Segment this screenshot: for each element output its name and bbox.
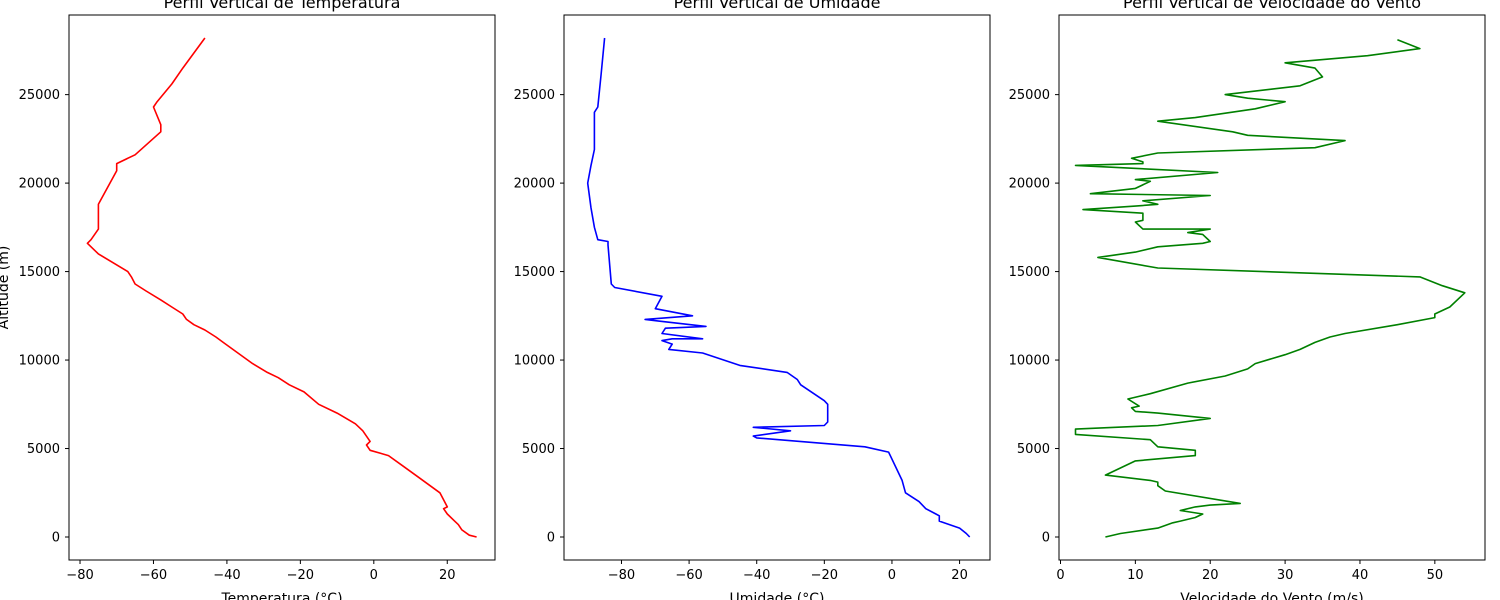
panel-1: −80 −60 −40 −20 0 20 0 5000 10000 15000 20000 25000… bbox=[0, 0, 496, 600]
x-tick-label: 20 bbox=[439, 568, 456, 583]
panel-title: Perfil Vertical de Umidade bbox=[674, 0, 881, 12]
x-tick-label: 40 bbox=[1352, 568, 1369, 583]
y-tick-label: 15000 bbox=[1009, 265, 1050, 280]
y-tick-label: 10000 bbox=[514, 354, 555, 369]
y-tick-label: 10000 bbox=[19, 354, 60, 369]
y-tick-label: 20000 bbox=[1009, 177, 1050, 192]
x-axis-label: Temperatura (°C) bbox=[220, 591, 342, 600]
y-tick-label: 25000 bbox=[1009, 88, 1050, 103]
y-tick-label: 5000 bbox=[27, 442, 60, 457]
y-tick-label: 25000 bbox=[514, 88, 555, 103]
x-axis-label: Velocidade do Vento (m/s) bbox=[1180, 591, 1364, 600]
axes-frame bbox=[68, 14, 496, 561]
x-tick-label: 0 bbox=[888, 568, 896, 583]
series-line-3 bbox=[1074, 39, 1466, 538]
y-tick-label: 0 bbox=[547, 530, 555, 545]
y-tick-label: 15000 bbox=[514, 265, 555, 280]
x-tick-label: −40 bbox=[213, 568, 240, 583]
series-line-1 bbox=[86, 37, 477, 538]
y-tick-label: 10000 bbox=[1009, 354, 1050, 369]
x-tick-label: −80 bbox=[66, 568, 93, 583]
x-tick-label: 20 bbox=[951, 568, 968, 583]
y-tick-label: 15000 bbox=[19, 265, 60, 280]
series-line-2 bbox=[586, 37, 971, 538]
axes-frame bbox=[1058, 14, 1486, 561]
x-tick-label: −40 bbox=[743, 568, 770, 583]
y-tick-label: 5000 bbox=[1017, 442, 1050, 457]
x-tick-label: 30 bbox=[1277, 568, 1294, 583]
x-tick-label: −60 bbox=[140, 568, 167, 583]
y-axis-label: Altitude (m) bbox=[0, 246, 12, 330]
panel-title: Perfil Vertical de Velocidade do Vento bbox=[1123, 0, 1421, 12]
panel-title: Perfil Vertical de Temperatura bbox=[164, 0, 401, 12]
panel-2: −80 −60 −40 −20 0 20 0 5000 10000 15000 20000 25000… bbox=[514, 0, 991, 600]
y-tick-label: 25000 bbox=[19, 88, 60, 103]
panel-3: 0 10 20 30 40 50 0 5000 10000 15000 20000 25000 Perf… bbox=[1009, 0, 1486, 600]
x-tick-label: 20 bbox=[1202, 568, 1219, 583]
y-tick-label: 20000 bbox=[19, 177, 60, 192]
x-axis-label: Umidade (°C) bbox=[730, 591, 825, 600]
x-tick-label: 10 bbox=[1127, 568, 1144, 583]
x-tick-label: −20 bbox=[811, 568, 838, 583]
axes-frame bbox=[563, 14, 991, 561]
x-tick-label: 50 bbox=[1427, 568, 1444, 583]
y-tick-label: 0 bbox=[52, 530, 60, 545]
y-tick-label: 20000 bbox=[514, 177, 555, 192]
x-tick-label: −80 bbox=[608, 568, 635, 583]
x-tick-label: 0 bbox=[370, 568, 378, 583]
x-tick-label: 0 bbox=[1056, 568, 1064, 583]
y-tick-label: 0 bbox=[1042, 530, 1050, 545]
x-tick-label: −20 bbox=[287, 568, 314, 583]
y-tick-label: 5000 bbox=[522, 442, 555, 457]
x-tick-label: −60 bbox=[675, 568, 702, 583]
